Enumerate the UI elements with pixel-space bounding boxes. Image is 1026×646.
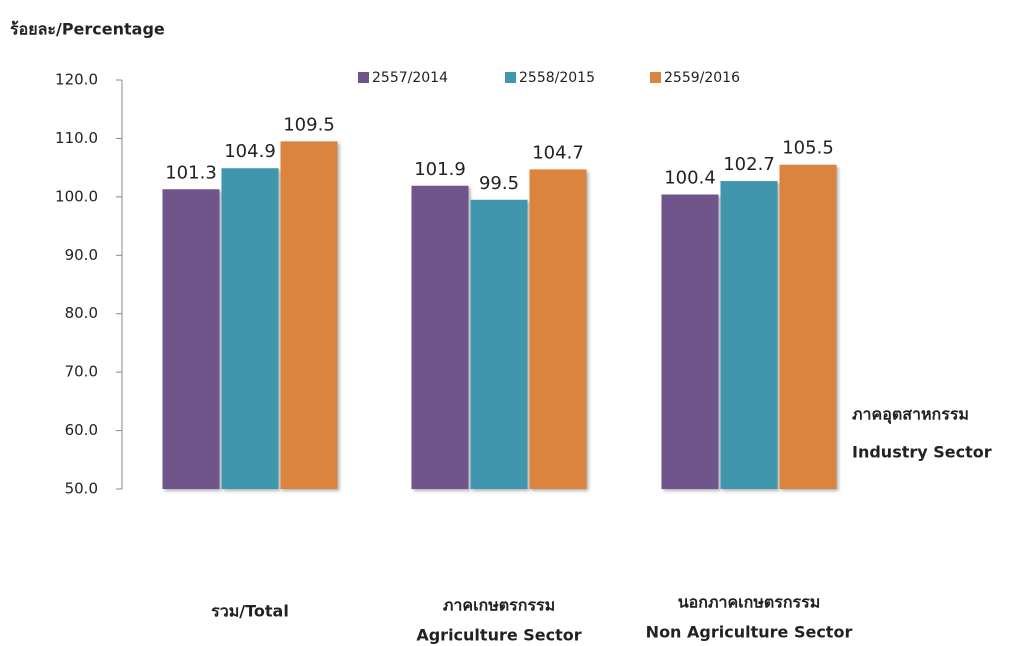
bar: [661, 194, 719, 489]
legend-swatch: [505, 72, 516, 83]
data-label: 109.5: [283, 114, 335, 135]
data-label: 102.7: [723, 154, 775, 175]
x-tick-label: รวม/Total: [211, 602, 289, 621]
bar: [529, 169, 587, 489]
y-axis-title: ร้อยละ/Percentage: [10, 20, 165, 39]
data-label: 100.4: [664, 168, 716, 189]
x-tick-label: นอกภาคเกษตรกรรม: [678, 593, 821, 612]
y-tick-label: 80.0: [65, 304, 98, 322]
data-label: 99.5: [479, 173, 519, 194]
bar: [280, 141, 338, 489]
legend-swatch: [650, 72, 661, 83]
bar: [720, 181, 778, 489]
annotation: ภาคอุตสาหกรรม: [852, 405, 969, 425]
y-tick-label: 120.0: [55, 71, 98, 89]
data-label: 104.7: [532, 142, 584, 163]
data-label: 104.9: [224, 141, 276, 162]
y-tick-label: 90.0: [65, 246, 98, 264]
y-tick-label: 110.0: [55, 129, 98, 147]
legend-label: 2557/2014: [372, 70, 448, 86]
bar: [411, 185, 469, 489]
y-tick-label: 100.0: [55, 187, 98, 205]
x-tick-label: Agriculture Sector: [416, 626, 581, 645]
bar: [779, 164, 837, 489]
data-label: 105.5: [782, 138, 834, 159]
y-tick-label: 70.0: [65, 363, 98, 381]
legend-label: 2559/2016: [664, 70, 740, 86]
x-tick-label: ภาคเกษตรกรรม: [443, 596, 555, 615]
data-label: 101.3: [165, 162, 217, 183]
y-tick-label: 60.0: [65, 421, 98, 439]
bar: [470, 199, 528, 489]
x-tick-label: Non Agriculture Sector: [646, 623, 853, 642]
legend-swatch: [358, 72, 369, 83]
y-tick-label: 50.0: [65, 480, 98, 498]
bar: [162, 189, 220, 490]
data-label: 101.9: [414, 159, 466, 180]
annotation: Industry Sector: [852, 443, 992, 462]
bar: [221, 168, 279, 489]
legend-label: 2558/2015: [519, 70, 595, 86]
